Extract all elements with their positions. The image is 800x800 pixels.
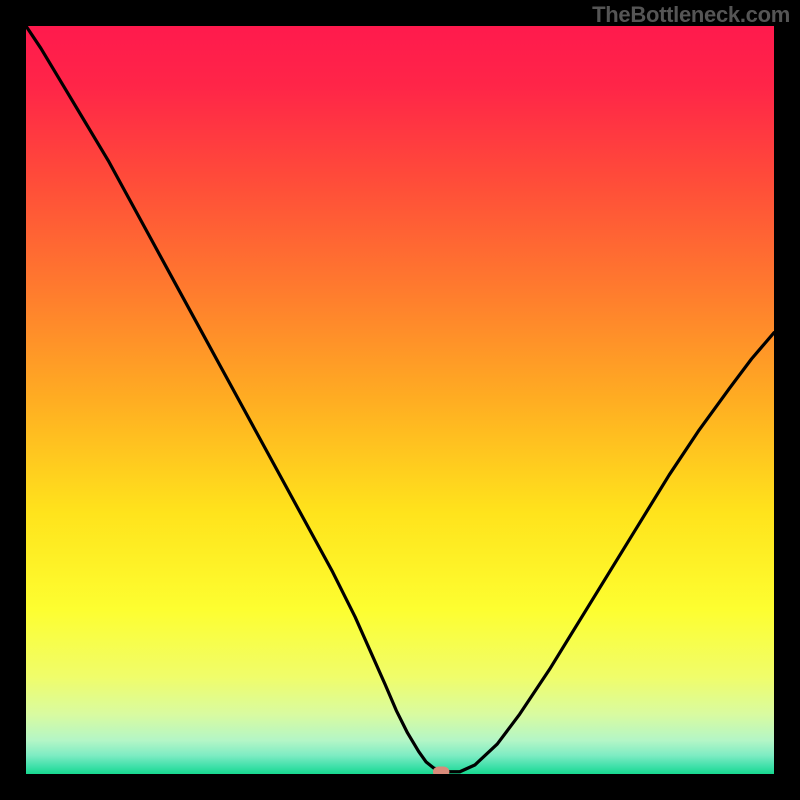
chart-frame: TheBottleneck.com (0, 0, 800, 800)
bottleneck-chart (26, 26, 774, 774)
watermark-text: TheBottleneck.com (592, 2, 790, 28)
chart-svg (26, 26, 774, 774)
chart-background (26, 26, 774, 774)
optimal-point-marker (433, 767, 449, 774)
